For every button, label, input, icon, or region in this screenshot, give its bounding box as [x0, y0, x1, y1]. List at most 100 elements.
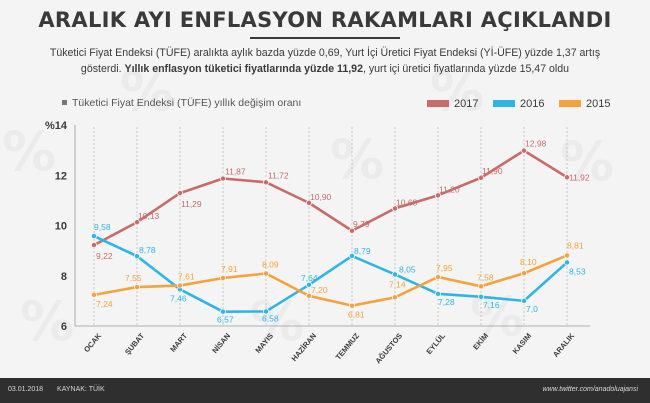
data-label-2016: 8,53 [569, 266, 586, 276]
data-label-2017: 11,87 [225, 167, 246, 177]
data-label-2017: 11,92 [569, 172, 590, 182]
data-point-2017 [434, 192, 441, 199]
x-tick-label: EYLÜL [424, 331, 447, 356]
footer-source: KAYNAK: TÜİK [57, 386, 105, 393]
legend-label-2015: 2015 [586, 98, 611, 110]
data-label-2017: 10,68 [396, 197, 418, 207]
data-label-2017: 11,72 [268, 170, 289, 180]
data-point-2017 [521, 147, 528, 154]
data-point-2015 [434, 274, 441, 281]
data-label-2017: 11,90 [482, 166, 503, 176]
page-title: ARALIK AYI ENFLASYON RAKAMLARI AÇIKLANDI [38, 8, 612, 32]
legend-label-2016: 2016 [520, 98, 545, 110]
data-label-2015: 7,58 [477, 272, 494, 282]
chart-caption: Tüketici Fiyat Endeksi (TÜFE) yıllık değ… [62, 97, 301, 109]
data-point-2017 [305, 199, 312, 206]
data-point-2017 [219, 175, 226, 182]
y-tick-label: 6 [61, 321, 67, 333]
chart-caption-text: Tüketici Fiyat Endeksi (TÜFE) yıllık değ… [72, 97, 302, 109]
subtitle-text-end: , yurt içi üretici fiyatlarında yüzde 15… [362, 63, 570, 75]
data-point-2016 [91, 233, 98, 240]
data-label-2016: 7,46 [170, 293, 187, 303]
bullet-square-icon [62, 99, 67, 105]
series-labels: 9,22 10,13 11,29 11,87 11,72 10,90 9,79 10,68 11… [94, 139, 590, 325]
data-point-2016 [348, 252, 355, 259]
series-line-2015 [93, 254, 568, 307]
x-tick-label: HAZİRAN [290, 331, 319, 363]
data-label-2015: 8,10 [520, 257, 537, 267]
footer-left: 03.01.2018 KAYNAK: TÜİK [8, 386, 105, 393]
footer-url: www.twitter.com/anadoluajansi [542, 386, 638, 393]
x-tick-label: AĞUSTOS [373, 331, 404, 365]
y-tick-label: 10 [55, 221, 67, 233]
data-point-2015 [391, 294, 398, 301]
x-tick-label: OCAK [82, 331, 103, 354]
data-point-2017 [176, 190, 183, 197]
chart-grid [93, 127, 568, 326]
y-tick-label: 8 [61, 271, 67, 283]
data-label-2015: 7,14 [389, 279, 406, 289]
data-point-2015 [521, 270, 528, 277]
data-point-2017 [477, 174, 484, 181]
data-label-2015: 8,09 [262, 259, 279, 269]
data-point-2015 [219, 275, 226, 282]
data-point-2017 [348, 227, 355, 234]
data-label-2015: 6,81 [348, 310, 365, 320]
data-label-2017: 11,20 [439, 184, 460, 194]
legend-item-2016: 2016 [493, 98, 544, 110]
footer-date: 03.01.2018 [8, 386, 44, 393]
x-tick-label: MART [168, 331, 189, 354]
data-label-2015: 7,24 [96, 299, 113, 309]
subtitle-text: Tüketici Fiyat Endeksi (TÜFE) aralıkta a… [49, 47, 601, 75]
legend-swatch-2016 [493, 99, 515, 107]
data-label-2016: 6,58 [262, 313, 279, 323]
data-point-2016 [521, 297, 528, 304]
data-label-2016: 7,28 [438, 297, 455, 307]
data-label-2016: 8,05 [399, 264, 416, 274]
x-tick-label: KASIM [511, 331, 533, 355]
data-label-2015: 7,95 [436, 263, 453, 273]
data-label-2016: 8,78 [139, 245, 156, 255]
data-label-2015: 7,61 [178, 272, 195, 282]
series-lines [93, 149, 568, 313]
data-point-2017 [564, 174, 571, 181]
x-axis-labels: OCAK ŞUBAT MART NİSAN MAYIS HAZİRAN TEMMUZ AĞUS… [82, 331, 576, 366]
legend-item-2015: 2015 [559, 98, 610, 110]
data-point-2015 [477, 283, 484, 290]
data-point-2016 [391, 271, 398, 278]
data-point-2016 [477, 293, 484, 300]
legend-item-2017: 2017 [427, 98, 478, 110]
data-point-2015 [262, 270, 269, 277]
data-label-2015: 7,55 [125, 273, 142, 283]
data-label-2015: 7,91 [221, 264, 238, 274]
data-point-2016 [262, 308, 269, 315]
data-label-2017: 9,22 [96, 251, 113, 261]
data-point-2016 [434, 290, 441, 297]
data-label-2017: 12,98 [525, 139, 547, 149]
data-point-2015 [305, 292, 312, 299]
x-tick-label: ŞUBAT [123, 331, 146, 356]
data-label-2017: 10,90 [310, 192, 332, 202]
x-tick-label: NİSAN [210, 331, 232, 355]
data-point-2016 [564, 259, 571, 266]
x-tick-label: TEMMUZ [334, 331, 362, 362]
legend-label-2017: 2017 [454, 98, 479, 110]
data-label-2016: 6,57 [217, 315, 234, 325]
y-axis-unit-label: %14 [45, 120, 68, 132]
chart-axes: %14 6 8 10 12 [45, 120, 590, 333]
legend-swatch-2015 [559, 99, 581, 107]
data-point-2016 [219, 308, 226, 315]
data-point-2015 [91, 291, 98, 298]
series-line-2017 [93, 149, 568, 247]
data-label-2016: 7,16 [483, 300, 500, 310]
data-point-2017 [133, 219, 140, 226]
legend-swatch-2017 [427, 99, 449, 107]
data-point-2017 [262, 179, 269, 186]
data-label-2015: 7,20 [311, 285, 328, 295]
data-label-2017: 10,13 [138, 211, 160, 221]
data-label-2016: 8,79 [354, 246, 371, 256]
y-tick-label: 12 [55, 170, 67, 182]
data-point-2015 [564, 252, 571, 259]
data-label-2017: 9,79 [353, 219, 370, 229]
